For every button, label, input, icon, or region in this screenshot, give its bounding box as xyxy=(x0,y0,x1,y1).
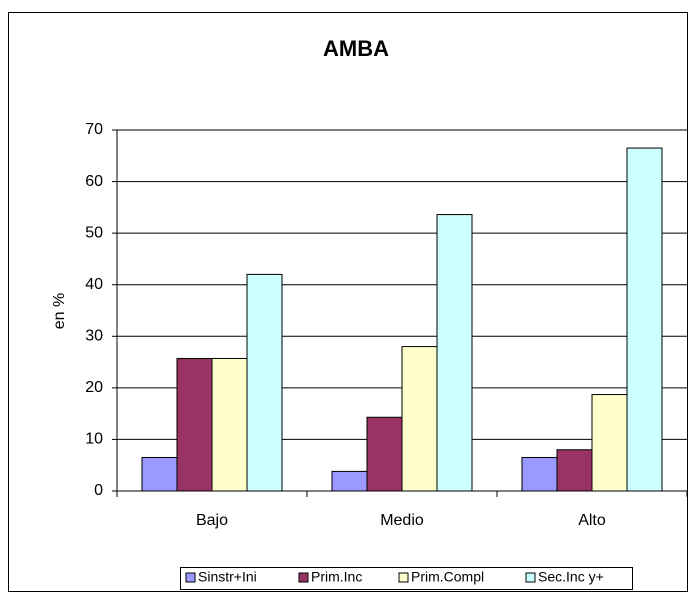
bar xyxy=(591,394,628,492)
x-tick-label: Alto xyxy=(578,512,606,529)
legend-swatch xyxy=(298,572,309,583)
y-tick-label: 0 xyxy=(94,482,103,499)
y-tick-label: 60 xyxy=(85,173,103,190)
legend-swatch xyxy=(185,572,196,583)
bar xyxy=(436,214,473,492)
y-tick-label: 30 xyxy=(85,328,103,345)
y-tick-label: 10 xyxy=(85,431,103,448)
legend-swatch xyxy=(398,572,409,583)
bar xyxy=(626,147,663,492)
chart-border xyxy=(8,12,688,592)
legend-label: Sinstr+Ini xyxy=(198,569,257,585)
bar xyxy=(176,357,213,492)
y-tick-label: 40 xyxy=(85,276,103,293)
bar xyxy=(521,456,558,492)
y-tick-label: 20 xyxy=(85,379,103,396)
legend-label: Sec.Inc y+ xyxy=(538,569,604,585)
legend-swatch xyxy=(525,572,536,583)
bar xyxy=(211,357,248,492)
bar xyxy=(331,470,368,492)
bar xyxy=(246,273,283,492)
bar xyxy=(556,449,593,492)
bar xyxy=(141,456,178,492)
bar xyxy=(366,416,403,492)
legend-label: Prim.Inc xyxy=(311,569,362,585)
x-tick-label: Medio xyxy=(380,512,424,529)
legend-label: Prim.Compl xyxy=(411,569,484,585)
chart-title: AMBA xyxy=(323,36,389,61)
y-axis-label: en % xyxy=(51,293,68,329)
bar xyxy=(401,346,438,492)
y-tick-label: 70 xyxy=(85,121,103,138)
y-tick-label: 50 xyxy=(85,224,103,241)
x-tick-label: Bajo xyxy=(196,512,228,529)
